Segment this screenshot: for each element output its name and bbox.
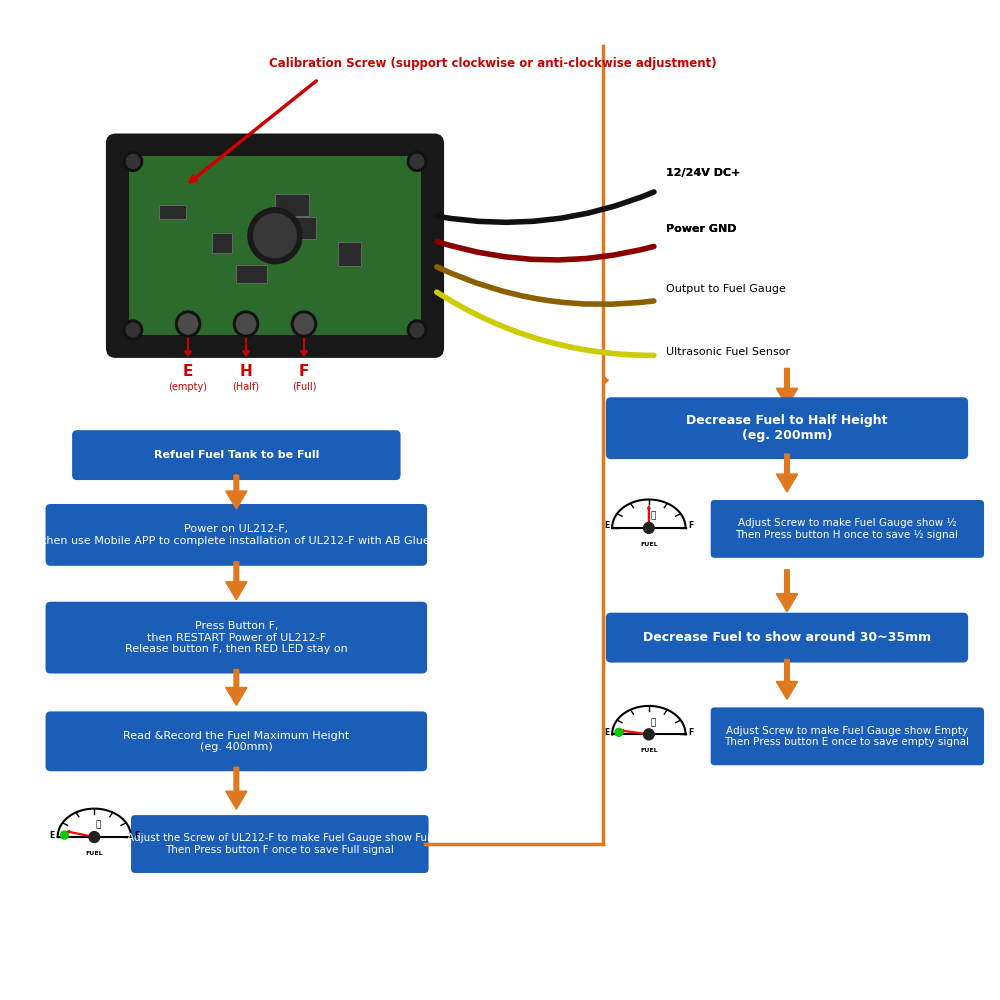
Circle shape	[410, 323, 424, 337]
Text: Decrease Fuel to Half Height
(eg. 200mm): Decrease Fuel to Half Height (eg. 200mm)	[686, 414, 888, 442]
Bar	[294, 217, 316, 239]
Text: ⛽: ⛽	[96, 821, 101, 830]
Circle shape	[254, 214, 296, 258]
Text: Adjust the Screw of UL212-F to make Fuel Gauge show Full
Then Press button F onc: Adjust the Screw of UL212-F to make Fuel…	[127, 833, 433, 855]
FancyArrow shape	[226, 562, 247, 600]
FancyBboxPatch shape	[129, 156, 421, 335]
FancyArrow shape	[226, 670, 247, 705]
FancyBboxPatch shape	[72, 430, 401, 480]
Circle shape	[236, 314, 256, 334]
Bar	[275, 194, 309, 216]
Text: Adjust Screw to make Fuel Gauge show ½
Then Press button H once to save ½ signal: Adjust Screw to make Fuel Gauge show ½ T…	[735, 518, 958, 540]
Text: E: E	[604, 728, 609, 737]
Text: Decrease Fuel to show around 30~35mm: Decrease Fuel to show around 30~35mm	[643, 631, 931, 644]
Circle shape	[61, 831, 68, 839]
Bar	[236, 265, 267, 283]
FancyBboxPatch shape	[131, 815, 429, 873]
Bar	[159, 205, 186, 219]
FancyArrow shape	[621, 730, 649, 735]
Circle shape	[89, 832, 100, 843]
Text: FUEL: FUEL	[640, 748, 658, 753]
Text: Press Button F,
then RESTART Power of UL212-F
Release button F, then RED LED sta: Press Button F, then RESTART Power of UL…	[125, 621, 348, 654]
FancyBboxPatch shape	[606, 613, 968, 663]
Circle shape	[126, 323, 140, 337]
Text: ⛽: ⛽	[650, 718, 655, 727]
Text: (Full): (Full)	[292, 382, 316, 392]
Text: FUEL: FUEL	[640, 542, 658, 547]
FancyArrow shape	[776, 660, 798, 699]
Text: 12/24V DC+: 12/24V DC+	[666, 168, 741, 178]
Text: Adjust Screw to make Fuel Gauge show Empty
Then Press button E once to save empt: Adjust Screw to make Fuel Gauge show Emp…	[724, 726, 969, 747]
Text: F: F	[299, 364, 309, 379]
FancyArrow shape	[648, 506, 650, 528]
Circle shape	[248, 208, 302, 264]
Circle shape	[233, 311, 259, 337]
Text: F: F	[134, 831, 139, 840]
Text: Ultrasonic Fuel Sensor: Ultrasonic Fuel Sensor	[666, 347, 790, 357]
Text: E: E	[49, 831, 55, 840]
Text: (empty): (empty)	[169, 382, 208, 392]
Text: Calibration Screw (support clockwise or anti-clockwise adjustment): Calibration Screw (support clockwise or …	[269, 57, 716, 70]
Circle shape	[294, 314, 314, 334]
Circle shape	[126, 154, 140, 168]
Text: Power GND: Power GND	[666, 224, 737, 234]
FancyArrow shape	[301, 338, 307, 356]
FancyArrow shape	[185, 338, 191, 356]
FancyArrow shape	[226, 767, 247, 809]
Circle shape	[407, 320, 427, 340]
FancyArrow shape	[776, 368, 798, 406]
Text: F: F	[688, 521, 694, 530]
Bar	[338, 242, 361, 266]
Circle shape	[175, 311, 201, 337]
FancyBboxPatch shape	[46, 711, 427, 771]
FancyBboxPatch shape	[106, 134, 444, 358]
Text: E: E	[183, 364, 193, 379]
Circle shape	[644, 729, 654, 740]
FancyArrow shape	[776, 454, 798, 492]
Circle shape	[291, 311, 317, 337]
FancyArrow shape	[776, 570, 798, 612]
Text: Power GND: Power GND	[666, 224, 737, 234]
Circle shape	[123, 151, 143, 171]
Text: 12/24V DC+: 12/24V DC+	[666, 168, 741, 178]
Text: Output to Fuel Gauge: Output to Fuel Gauge	[666, 284, 786, 294]
Circle shape	[123, 320, 143, 340]
Text: Read &Record the Fuel Maximum Height
(eg. 400mm): Read &Record the Fuel Maximum Height (eg…	[123, 731, 349, 752]
FancyArrow shape	[226, 475, 247, 509]
Text: FUEL: FUEL	[86, 851, 103, 856]
FancyArrow shape	[67, 831, 94, 837]
FancyBboxPatch shape	[711, 707, 984, 765]
Circle shape	[644, 522, 654, 533]
Text: ⛽: ⛽	[650, 511, 655, 520]
Text: H: H	[240, 364, 252, 379]
Text: F: F	[688, 728, 694, 737]
FancyBboxPatch shape	[606, 397, 968, 459]
FancyBboxPatch shape	[46, 504, 427, 566]
Circle shape	[407, 151, 427, 171]
Bar	[212, 233, 232, 253]
Circle shape	[615, 728, 623, 736]
Text: (Half): (Half)	[232, 382, 260, 392]
Text: Power on UL212-F,
then use Mobile APP to complete installation of UL212-F with A: Power on UL212-F, then use Mobile APP to…	[42, 524, 430, 546]
FancyBboxPatch shape	[711, 500, 984, 558]
Text: Refuel Fuel Tank to be Full: Refuel Fuel Tank to be Full	[154, 450, 319, 460]
Circle shape	[178, 314, 198, 334]
Circle shape	[410, 154, 424, 168]
Text: E: E	[604, 521, 609, 530]
FancyArrow shape	[243, 338, 249, 356]
FancyBboxPatch shape	[46, 602, 427, 674]
